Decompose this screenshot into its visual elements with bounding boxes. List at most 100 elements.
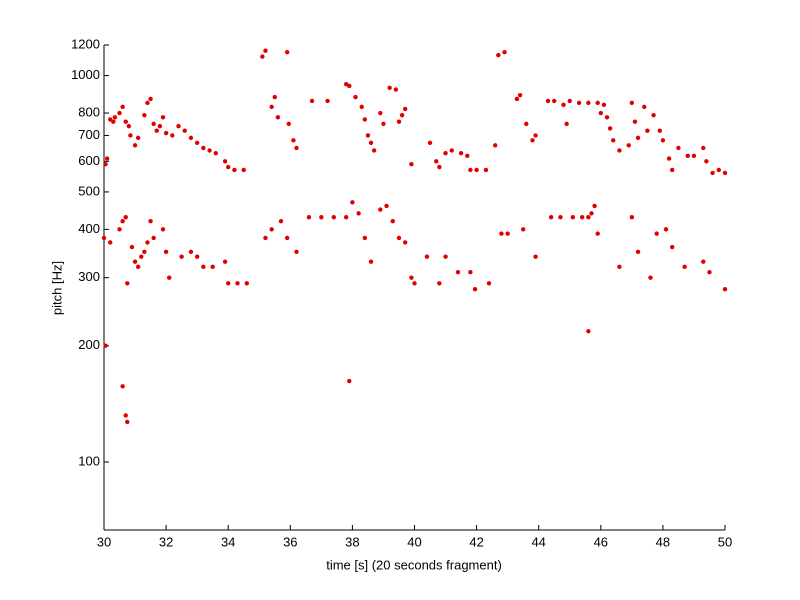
x-tick-label: 30 — [97, 534, 111, 549]
data-point — [123, 413, 128, 418]
data-point — [654, 231, 659, 236]
data-point — [704, 159, 709, 164]
data-point — [213, 150, 218, 156]
data-point — [241, 167, 246, 173]
data-point — [151, 235, 156, 241]
y-tick-label: 500 — [78, 183, 100, 198]
data-point — [108, 117, 113, 122]
data-point — [139, 254, 144, 259]
data-point — [371, 148, 377, 153]
x-tick-label: 46 — [594, 534, 608, 549]
data-point — [145, 100, 150, 106]
data-point — [545, 98, 551, 104]
y-tick-label: 100 — [78, 453, 100, 468]
data-point — [586, 100, 591, 106]
data-point — [434, 159, 439, 164]
data-point — [648, 275, 653, 280]
data-point — [701, 259, 706, 264]
data-point — [493, 143, 498, 148]
data-point — [502, 49, 507, 55]
data-point — [632, 119, 638, 124]
data-point — [443, 254, 448, 259]
data-point — [499, 231, 504, 236]
data-point — [660, 138, 666, 143]
y-tick-label: 200 — [78, 337, 100, 352]
data-point — [343, 215, 349, 220]
data-point — [154, 128, 159, 133]
data-point — [284, 235, 290, 241]
data-point — [595, 231, 600, 236]
data-point — [651, 112, 656, 118]
data-point — [409, 275, 414, 280]
data-point — [520, 227, 526, 232]
data-point — [601, 102, 607, 108]
data-point — [126, 123, 132, 129]
data-point — [505, 231, 510, 236]
data-point — [120, 218, 125, 224]
data-point — [123, 215, 128, 220]
data-point — [362, 235, 368, 241]
data-point — [399, 112, 405, 118]
data-point — [517, 92, 523, 98]
data-point — [384, 203, 389, 209]
data-point — [496, 52, 501, 58]
data-point — [232, 167, 237, 173]
data-point — [710, 170, 715, 176]
data-point — [263, 235, 268, 241]
data-point — [552, 98, 557, 104]
data-point — [579, 215, 585, 220]
data-point — [222, 159, 228, 164]
data-point — [347, 83, 352, 89]
data-point — [722, 287, 728, 292]
data-point — [160, 115, 166, 120]
data-point — [201, 145, 206, 151]
y-tick-label: 300 — [78, 269, 100, 284]
x-tick-label: 40 — [407, 534, 421, 549]
data-point — [402, 240, 408, 245]
data-point — [167, 275, 172, 280]
data-point — [347, 378, 352, 384]
data-point — [194, 140, 200, 146]
data-point — [112, 115, 118, 120]
data-point — [176, 123, 181, 129]
x-tick-label: 38 — [345, 534, 359, 549]
data-point — [670, 167, 675, 173]
data-point — [368, 140, 374, 146]
data-point — [103, 343, 108, 348]
data-point — [163, 130, 169, 136]
y-tick-label: 1200 — [71, 36, 100, 51]
data-point — [235, 281, 240, 286]
data-point — [676, 145, 681, 151]
data-point — [402, 106, 408, 112]
data-point — [381, 121, 386, 127]
data-point — [284, 49, 290, 55]
data-point — [275, 115, 281, 120]
data-point — [129, 244, 135, 250]
data-point — [132, 143, 138, 148]
data-point — [309, 98, 315, 104]
data-point — [629, 100, 635, 106]
data-point — [390, 218, 395, 224]
data-point — [570, 215, 576, 220]
data-point — [657, 128, 662, 133]
data-point — [101, 235, 107, 241]
data-point — [222, 259, 228, 264]
data-point — [142, 112, 147, 118]
data-point — [393, 87, 399, 92]
data-point — [148, 96, 153, 102]
data-point — [188, 135, 194, 141]
data-point — [108, 240, 113, 245]
data-point — [533, 254, 538, 259]
data-point — [424, 254, 430, 259]
data-point — [629, 215, 635, 220]
data-point — [437, 281, 442, 286]
data-point — [387, 85, 392, 90]
y-tick-label: 400 — [78, 221, 100, 236]
data-point — [325, 98, 330, 104]
data-point — [226, 164, 231, 170]
data-point — [576, 100, 582, 106]
data-point — [586, 215, 591, 220]
data-point — [617, 264, 622, 270]
y-tick-label: 600 — [78, 153, 100, 168]
